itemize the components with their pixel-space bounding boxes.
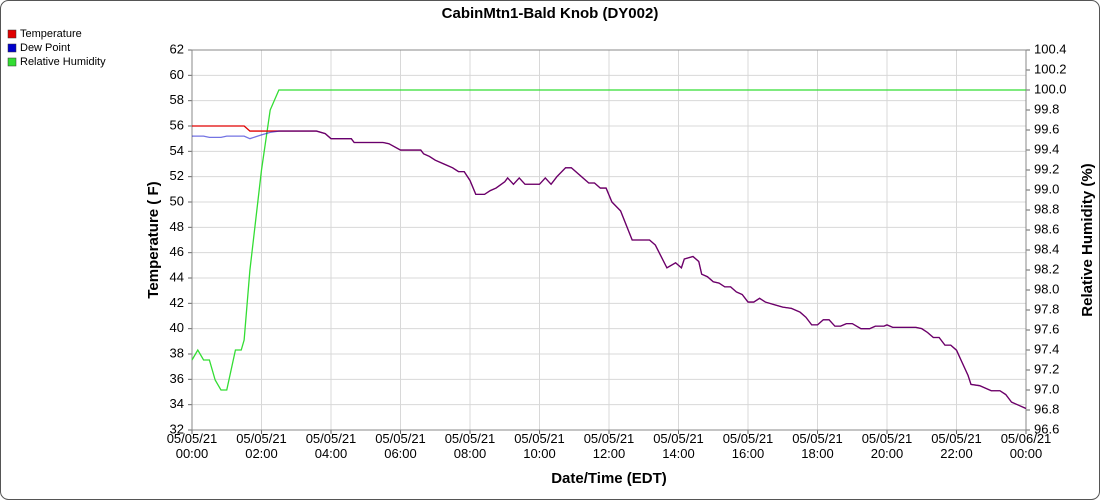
y2-tick-label: 97.2 <box>1034 361 1059 376</box>
y-tick-label: 56 <box>170 117 184 132</box>
y2-tick-label: 96.8 <box>1034 401 1059 416</box>
y-tick-label: 36 <box>170 371 184 386</box>
plot-area <box>191 49 1027 431</box>
y2-tick-label: 97.0 <box>1034 381 1059 396</box>
x-tick-label: 05/05/21 18:00 <box>792 431 843 461</box>
y2-tick-label: 100.0 <box>1034 81 1067 96</box>
y2-tick-label: 100.4 <box>1034 41 1067 56</box>
legend-label: Dew Point <box>20 42 70 54</box>
x-tick-label: 05/05/21 02:00 <box>236 431 287 461</box>
series-line <box>192 130 1027 410</box>
y2-axis-label: Relative Humidity (%) <box>1079 163 1096 316</box>
y2-tick-label: 98.6 <box>1034 221 1059 236</box>
x-tick-label: 05/05/21 14:00 <box>653 431 704 461</box>
chart-title: CabinMtn1-Bald Knob (DY002) <box>442 5 659 22</box>
x-axis-label: Date/Time (EDT) <box>551 470 667 487</box>
y-axis-label: Temperature ( F) <box>145 181 162 298</box>
y2-tick-label: 100.2 <box>1034 61 1067 76</box>
y-tick-label: 44 <box>170 269 184 284</box>
y-tick-label: 42 <box>170 295 184 310</box>
y2-tick-label: 99.0 <box>1034 181 1059 196</box>
x-tick-label: 05/05/21 06:00 <box>375 431 426 461</box>
x-tick-label: 05/05/21 20:00 <box>862 431 913 461</box>
x-tick-label: 05/05/21 12:00 <box>584 431 635 461</box>
y2-tick-label: 98.0 <box>1034 281 1059 296</box>
x-tick-label: 05/05/21 08:00 <box>445 431 496 461</box>
y2-tick-label: 99.8 <box>1034 101 1059 116</box>
y2-tick-label: 98.8 <box>1034 201 1059 216</box>
series-line <box>191 89 1026 391</box>
legend-swatch <box>7 29 17 39</box>
y-tick-label: 40 <box>170 320 184 335</box>
x-tick-label: 05/05/21 22:00 <box>931 431 982 461</box>
y-tick-label: 58 <box>170 92 184 107</box>
y2-tick-label: 97.6 <box>1034 321 1059 336</box>
y-tick-label: 46 <box>170 244 184 259</box>
y2-tick-label: 97.8 <box>1034 301 1059 316</box>
x-tick-label: 05/05/21 00:00 <box>167 431 218 461</box>
y-tick-label: 38 <box>170 345 184 360</box>
y2-tick-label: 99.2 <box>1034 161 1059 176</box>
y2-tick-label: 99.4 <box>1034 141 1059 156</box>
y2-tick-label: 98.4 <box>1034 241 1059 256</box>
y-tick-label: 50 <box>170 193 184 208</box>
y-tick-label: 52 <box>170 168 184 183</box>
y-tick-label: 32 <box>170 421 184 436</box>
legend-label: Relative Humidity <box>20 56 106 68</box>
y-tick-label: 34 <box>170 396 184 411</box>
y2-tick-label: 99.6 <box>1034 121 1059 136</box>
y-tick-label: 60 <box>170 67 184 82</box>
x-tick-label: 05/05/21 16:00 <box>723 431 774 461</box>
legend-swatch <box>7 57 17 67</box>
x-tick-label: 05/06/21 00:00 <box>1001 431 1052 461</box>
y-tick-label: 54 <box>170 143 184 158</box>
y2-tick-label: 98.2 <box>1034 261 1059 276</box>
y2-tick-label: 97.4 <box>1034 341 1059 356</box>
x-tick-label: 05/05/21 10:00 <box>514 431 565 461</box>
y-tick-label: 62 <box>170 41 184 56</box>
legend-swatch <box>7 43 17 53</box>
y2-tick-label: 96.6 <box>1034 421 1059 436</box>
legend-label: Temperature <box>20 28 82 40</box>
y-tick-label: 48 <box>170 219 184 234</box>
x-tick-label: 05/05/21 04:00 <box>306 431 357 461</box>
